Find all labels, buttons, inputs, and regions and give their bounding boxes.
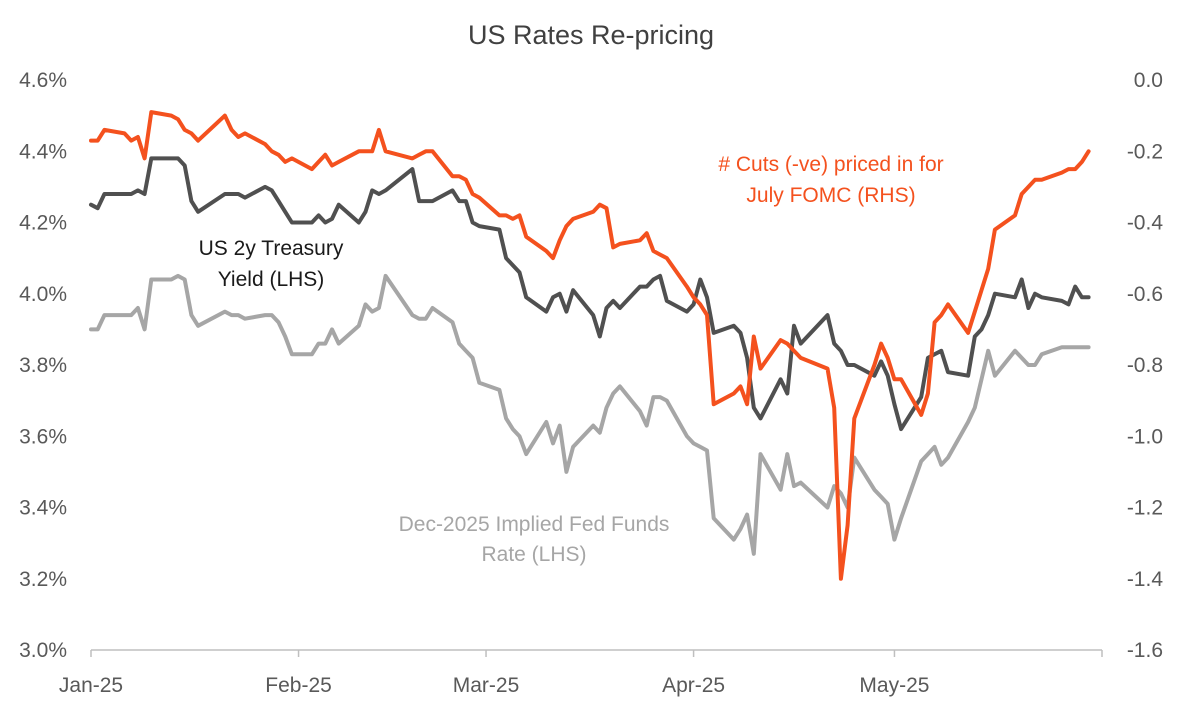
annotation-cuts: # Cuts (-ve) priced in for (718, 153, 943, 176)
y-right-tick-label: -0.8 (1127, 354, 1163, 377)
y-right-tick-label: -0.6 (1127, 283, 1163, 306)
y-left-tick-label: 4.4% (19, 140, 67, 163)
y-right-tick-label: -1.0 (1127, 425, 1163, 448)
series-line-cuts (89, 110, 1091, 581)
annotation-fedfunds: Dec-2025 Implied Fed Funds (399, 513, 670, 536)
x-tick-label: May-25 (859, 674, 929, 697)
annotation-treasury: Yield (LHS) (218, 268, 325, 291)
y-right-tick-label: -0.2 (1127, 140, 1163, 163)
x-tick-label: Feb-25 (265, 674, 332, 697)
series-lines (89, 110, 1091, 581)
y-left-tick-label: 3.8% (19, 354, 67, 377)
series-line-fedfunds (89, 273, 1091, 556)
y-right-tick-label: -1.4 (1127, 568, 1164, 591)
y-right-tick-label: 0.0 (1134, 69, 1163, 92)
x-tick-label: Apr-25 (662, 674, 725, 697)
chart-title: US Rates Re-pricing (468, 20, 714, 50)
x-tick-label: Mar-25 (453, 674, 520, 697)
x-tick-label: Jan-25 (59, 674, 123, 697)
y-right-tick-label: -1.6 (1127, 639, 1163, 662)
y-left-tick-label: 4.0% (19, 283, 67, 306)
annotation-fedfunds: Rate (LHS) (481, 543, 586, 566)
y-right-tick-label: -1.2 (1127, 497, 1163, 520)
y-left-tick-label: 3.6% (19, 425, 67, 448)
annotations: US 2y Treasury Yield (LHS) Dec-2025 Implie… (199, 153, 944, 566)
y-left-tick-label: 3.2% (19, 568, 67, 591)
y-left-tick-label: 4.6% (19, 69, 67, 92)
y-left-tick-label: 4.2% (19, 212, 67, 235)
annotation-cuts: July FOMC (RHS) (746, 184, 915, 207)
axes: Jan-25 Feb-25 Mar-25 Apr-25 May-25 3.0% 3.2% 3.… (19, 69, 1163, 697)
y-left-tick-label: 3.0% (19, 639, 67, 662)
series-line-treasury (89, 156, 1091, 432)
annotation-treasury: US 2y Treasury (199, 237, 344, 260)
y-right-tick-label: -0.4 (1127, 212, 1164, 235)
y-left-tick-label: 3.4% (19, 497, 67, 520)
